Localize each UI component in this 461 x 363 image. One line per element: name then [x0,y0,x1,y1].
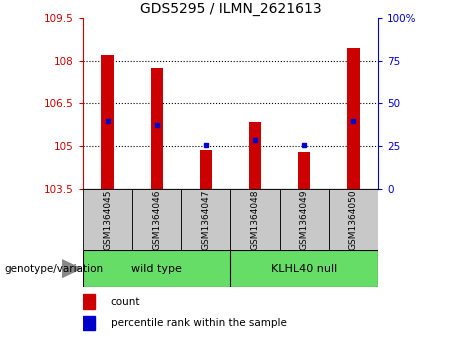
Bar [298,152,310,189]
Bar [230,189,280,250]
Text: wild type: wild type [131,264,182,274]
Polygon shape [62,260,81,277]
Text: GSM1364046: GSM1364046 [152,189,161,250]
Text: GSM1364048: GSM1364048 [251,189,260,250]
Text: percentile rank within the sample: percentile rank within the sample [111,318,286,329]
Bar [329,189,378,250]
Text: GSM1364047: GSM1364047 [201,189,210,250]
Bar [249,122,261,189]
Text: count: count [111,297,140,306]
Bar [83,189,132,250]
Text: KLHL40 null: KLHL40 null [271,264,337,274]
Bar [347,48,360,189]
Bar [132,189,181,250]
Title: GDS5295 / ILMN_2621613: GDS5295 / ILMN_2621613 [140,2,321,16]
Bar [200,150,212,189]
Bar [280,189,329,250]
Bar [83,294,95,309]
Bar [83,316,95,330]
Bar [151,68,163,189]
Text: GSM1364049: GSM1364049 [300,189,309,250]
Bar [83,250,230,287]
Bar [101,55,114,189]
Text: genotype/variation: genotype/variation [5,264,104,274]
Bar [181,189,230,250]
Text: GSM1364045: GSM1364045 [103,189,112,250]
Text: GSM1364050: GSM1364050 [349,189,358,250]
Bar [230,250,378,287]
